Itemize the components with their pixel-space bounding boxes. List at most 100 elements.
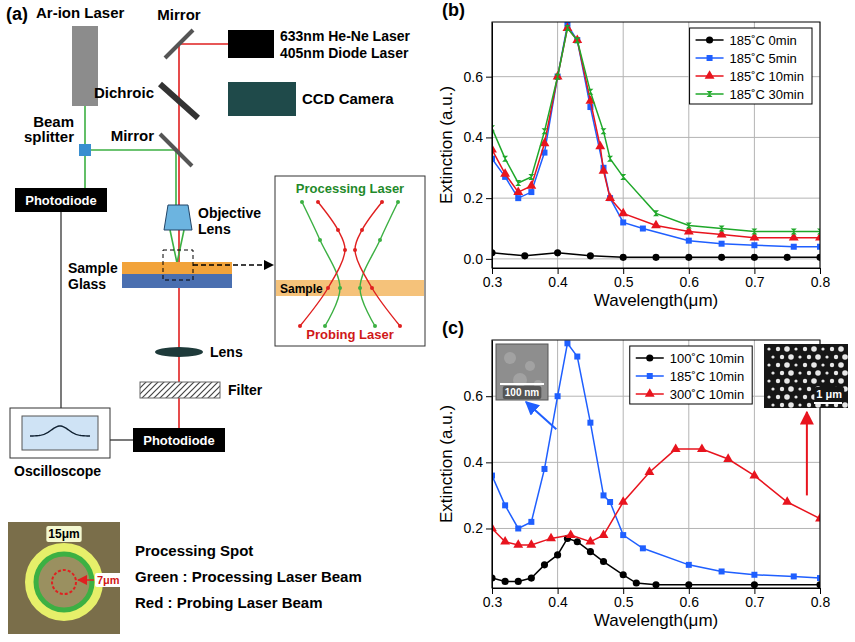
data-point (528, 174, 534, 180)
data-point (618, 208, 628, 217)
sem-texture (771, 403, 774, 406)
data-point (620, 174, 626, 180)
legend-label: 185˚C 10min (670, 369, 744, 384)
label-patch (95, 573, 122, 587)
tick: 0.3 (483, 588, 503, 610)
sem-texture (504, 352, 516, 364)
ccd-camera (228, 82, 296, 116)
sem-texture (803, 363, 807, 367)
data-point (697, 443, 707, 452)
oscilloscope (10, 408, 110, 458)
sem-texture (821, 363, 824, 366)
sem-texture (767, 363, 770, 366)
data-point (555, 74, 561, 80)
beam-dot (343, 248, 347, 252)
data-point (719, 568, 725, 574)
sem-texture (807, 355, 811, 359)
tick: 0.2 (464, 190, 492, 206)
sem-texture (780, 355, 784, 359)
label: Photodiode (143, 433, 215, 448)
tick-mark (486, 259, 492, 260)
sem-texture (803, 395, 807, 399)
tick-label: 0.7 (745, 274, 765, 290)
data-point (502, 156, 508, 162)
sem-texture (807, 387, 811, 391)
data-point (601, 128, 607, 134)
tick-label: 0.3 (483, 274, 503, 290)
tick: 0.3 (483, 268, 503, 290)
label-patch (503, 386, 542, 399)
probe-spot (52, 570, 76, 594)
tick: 0.0 (464, 251, 492, 267)
data-point (566, 529, 576, 538)
data-point (640, 545, 646, 551)
sem-texture (825, 355, 828, 358)
legend-marker (705, 70, 715, 79)
data-point (751, 242, 757, 248)
data-point (500, 536, 510, 545)
data-point (585, 536, 595, 545)
spot-ring (36, 554, 92, 610)
label: Filter (228, 382, 263, 398)
data-point (620, 254, 627, 261)
beam-splitter (79, 144, 91, 156)
legend-label: 185˚C 5min (730, 51, 797, 66)
tick: 0.5 (614, 268, 634, 290)
data-point (751, 581, 758, 588)
size-arrow (78, 579, 94, 581)
beam-dot (326, 286, 330, 290)
sem-texture (838, 378, 844, 384)
series-layer (492, 22, 820, 261)
legend: 185˚C 0min185˚C 5min185˚C 10min185˚C 30m… (690, 28, 812, 104)
beam-dot (300, 200, 304, 204)
grid (492, 22, 820, 268)
sem-texture (776, 395, 780, 399)
panel-label: (a) (6, 4, 28, 24)
label: 7μm (97, 574, 120, 586)
label: Red : Probing Laser Beam (135, 594, 323, 611)
legend-marker (706, 36, 713, 43)
beam-dot (360, 228, 364, 232)
data-point (751, 254, 758, 261)
label: Sample (280, 282, 323, 296)
tick-label: 0.8 (811, 594, 831, 610)
sem-texture (821, 379, 824, 382)
beam-dot (298, 324, 302, 328)
data-point (599, 529, 609, 538)
label: Ar-ion Laser (36, 4, 125, 21)
sem-texture (788, 354, 794, 360)
legend-marker (645, 388, 655, 397)
tick-label: 0.3 (483, 594, 503, 610)
axis-title: Wavelength(μm) (594, 291, 718, 310)
sem-texture (525, 361, 535, 371)
data-point (526, 180, 536, 189)
label: Lens (210, 344, 243, 360)
tick-mark (486, 528, 492, 529)
data-point (515, 525, 521, 531)
legend: 100˚C 10min185˚C 10min300˚C 10min (630, 346, 752, 404)
tick: 0.7 (745, 268, 765, 290)
legend-label: 300˚C 10min (670, 387, 744, 402)
data-point (587, 420, 593, 426)
tick-label: 0.0 (464, 251, 484, 267)
data-point (686, 238, 692, 244)
data-point (719, 226, 725, 232)
sem-texture (838, 362, 844, 368)
filter (140, 382, 220, 398)
data-point (515, 180, 521, 186)
data-point (500, 168, 510, 177)
tick-label: 0.6 (680, 594, 700, 610)
series-line (492, 28, 820, 231)
data-point (515, 578, 522, 585)
inset-sample (276, 280, 424, 296)
data-point (528, 575, 535, 582)
he-ne-laser (228, 30, 274, 58)
processing-spot: 15μm7μm (8, 522, 122, 634)
data-point (645, 467, 655, 476)
sem-texture (807, 403, 811, 407)
legend-box (690, 28, 812, 104)
label-line: Objective (198, 205, 261, 221)
mirror (160, 134, 192, 166)
pointer-arrow (806, 412, 808, 495)
zoom-box (163, 250, 193, 280)
